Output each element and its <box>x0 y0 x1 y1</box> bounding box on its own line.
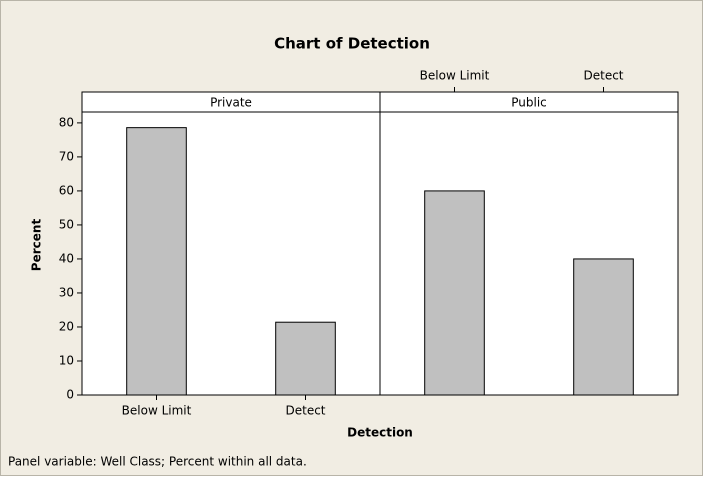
bar <box>275 321 336 396</box>
x-axis-label: Detection <box>347 426 413 440</box>
y-tick-label: 30 <box>59 285 74 299</box>
x-tick-label: Detect <box>583 69 623 83</box>
bar <box>126 127 187 396</box>
x-tick-label: Below Limit <box>420 69 490 83</box>
footnote: Panel variable: Well Class; Percent with… <box>8 455 307 469</box>
x-tick-label: Detect <box>285 404 325 418</box>
x-tick-label: Below Limit <box>122 404 192 418</box>
y-tick-label: 80 <box>59 115 74 129</box>
y-tick-label: 20 <box>59 319 74 333</box>
y-tick-label: 70 <box>59 149 74 163</box>
chart-title: Chart of Detection <box>274 35 430 53</box>
y-tick-label: 0 <box>66 388 74 402</box>
bar <box>573 258 634 396</box>
y-tick-label: 60 <box>59 183 74 197</box>
panel-label: Public <box>511 96 547 110</box>
y-tick-label: 40 <box>59 251 74 265</box>
y-tick-label: 10 <box>59 353 74 367</box>
y-tick-label: 50 <box>59 217 74 231</box>
panel-label: Private <box>210 96 252 110</box>
y-axis-label: Percent <box>30 219 44 272</box>
bar <box>424 190 485 396</box>
